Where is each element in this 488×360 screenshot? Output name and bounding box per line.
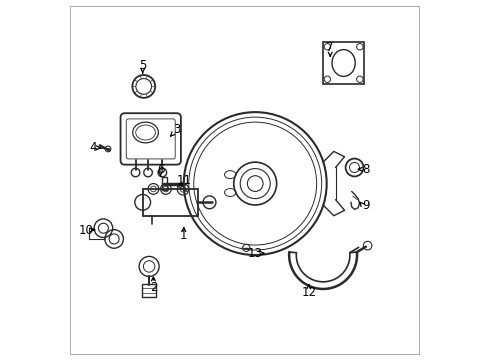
Text: 5: 5 (139, 59, 146, 72)
Text: 3: 3 (173, 123, 180, 136)
Bar (142, 284, 156, 297)
Text: 9: 9 (362, 198, 369, 212)
Text: 8: 8 (362, 163, 369, 176)
Text: 7: 7 (326, 41, 333, 54)
Text: 10: 10 (79, 224, 94, 237)
Text: 1: 1 (180, 229, 187, 242)
Bar (323, 42, 364, 84)
Text: 6: 6 (157, 163, 164, 176)
Bar (142, 189, 198, 216)
Text: 12: 12 (301, 286, 316, 299)
Text: 11: 11 (176, 174, 191, 186)
Text: 4: 4 (89, 141, 96, 154)
Text: 13: 13 (247, 247, 262, 260)
Text: 2: 2 (149, 281, 157, 294)
Bar (162, 177, 167, 190)
